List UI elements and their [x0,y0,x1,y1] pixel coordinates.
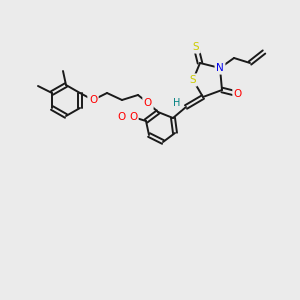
Text: O: O [118,112,126,122]
Text: O: O [129,112,137,122]
Text: S: S [190,75,196,85]
Text: O: O [89,95,97,105]
Text: S: S [193,42,199,52]
Text: O: O [144,98,152,108]
Text: H: H [173,98,181,108]
Text: O: O [234,89,242,99]
Text: N: N [216,63,224,73]
